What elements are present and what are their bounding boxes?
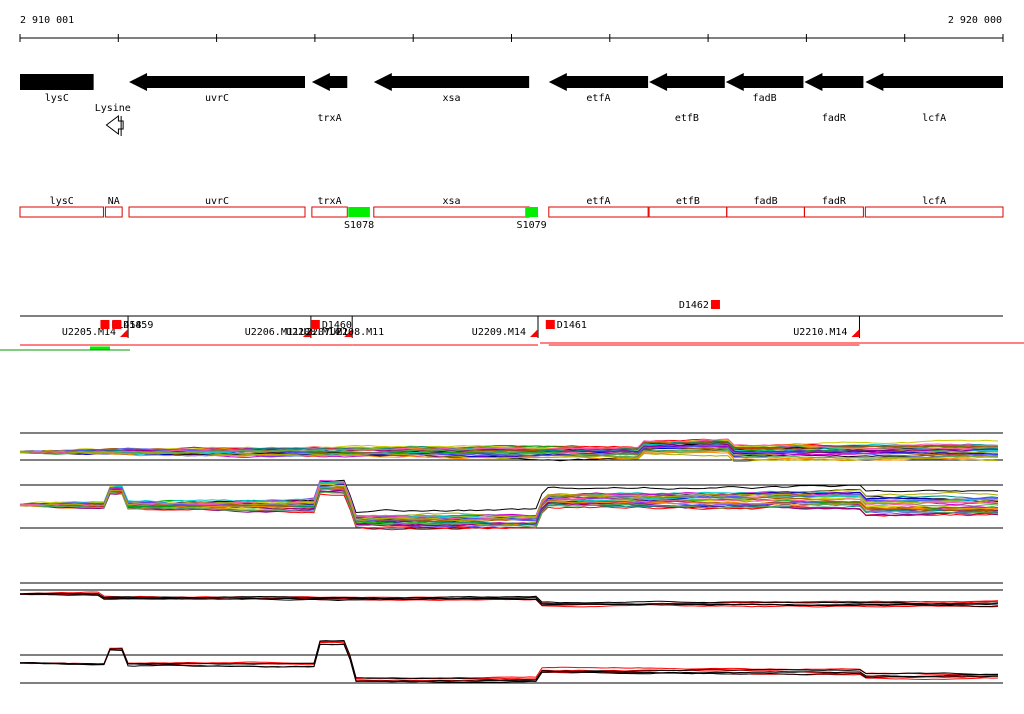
operon-fadR-box[interactable] xyxy=(803,206,864,218)
profile-trace-group-a xyxy=(19,445,999,457)
profile-trace-group-a xyxy=(19,450,999,463)
riboswitch-track: Lysine xyxy=(95,103,131,136)
tu-extra-label: U2207.M1 xyxy=(300,327,348,338)
expression-profile-track xyxy=(19,432,1003,684)
gene-track: lysC uvrC trxA xsa etfA etfB fadB fadR lcfA xyxy=(20,73,1003,124)
gene-lysC-label: lysC xyxy=(45,93,69,104)
profile-trace-group-c xyxy=(19,592,999,607)
tu-U2205.M14-label: U2205.M14 xyxy=(62,327,116,338)
operon-trxA-label: trxA xyxy=(318,196,342,207)
gene-fadB-label: fadB xyxy=(753,93,777,104)
profile-trace-group-d xyxy=(19,643,999,683)
profile-trace-group-a xyxy=(19,438,999,454)
site-S1078-box[interactable] xyxy=(348,207,370,217)
operon-etfB-label: etfB xyxy=(676,196,700,207)
operon-trxA-box[interactable] xyxy=(311,206,348,218)
gene-etfA-label: etfA xyxy=(586,93,610,104)
profile-trace-group-a xyxy=(19,445,999,456)
tu-U2210.M14-label: U2210.M14 xyxy=(793,327,847,338)
gene-xsa-arrow[interactable] xyxy=(373,73,530,91)
operon-lcfA-box[interactable] xyxy=(864,206,1004,218)
riboswitch-lysine-label: Lysine xyxy=(95,103,131,114)
tu-U2208.M14-terminator[interactable] xyxy=(344,329,353,337)
gene-fadR-arrow[interactable] xyxy=(804,73,864,91)
operon-fadR-label: fadR xyxy=(822,196,847,207)
operon-lcfA-label: lcfA xyxy=(922,196,946,207)
profile-trace-group-d xyxy=(19,641,999,682)
profile-trace-group-a xyxy=(19,448,999,459)
ruler-ticks xyxy=(19,34,1004,42)
site-S1079-box[interactable] xyxy=(525,207,538,217)
operon-etfA-box[interactable] xyxy=(548,206,649,218)
gene-uvrC-arrow[interactable] xyxy=(129,73,306,91)
ruler-start-label: 2 910 001 xyxy=(20,15,74,26)
gene-etfB-label: etfB xyxy=(675,113,699,124)
tu-U2209.M14-terminator[interactable] xyxy=(529,329,538,337)
profile-trace-group-c xyxy=(19,592,999,605)
promoter-D1458-label: D1458 xyxy=(111,320,141,331)
riboswitch-lysine-arrow[interactable] xyxy=(105,115,124,135)
operon-track: lysC NA uvrC trxA xsa etfA etfB fadB fadR lcfA S10… xyxy=(19,196,1004,231)
promoter-D1459-marker[interactable] xyxy=(112,320,122,329)
operon-xsa-box[interactable] xyxy=(373,206,530,218)
tu-U2209.M14-label: U2209.M14 xyxy=(472,327,526,338)
operon-uvrC-box[interactable] xyxy=(128,206,306,218)
gene-xsa-label: xsa xyxy=(442,93,460,104)
tu-U2205.M14-terminator[interactable] xyxy=(120,329,129,337)
gene-fadB-arrow[interactable] xyxy=(725,73,804,91)
operon-etfA-label: etfA xyxy=(586,196,610,207)
operon-etfB-box[interactable] xyxy=(648,206,728,218)
operon-fadB-box[interactable] xyxy=(726,206,805,218)
gene-fadR-label: fadR xyxy=(822,113,847,124)
profile-trace-group-b xyxy=(20,482,999,518)
site-S1079-label: S1079 xyxy=(517,220,547,231)
profile-trace-group-b xyxy=(19,486,999,523)
promoter-D1461-label: D1461 xyxy=(557,320,587,331)
ruler-end-label: 2 920 000 xyxy=(948,15,1002,26)
gene-uvrC-label: uvrC xyxy=(205,93,229,104)
promoter-D1458-marker[interactable] xyxy=(100,320,110,329)
profile-trace-group-b xyxy=(19,488,999,526)
position-ruler: 2 910 001 2 920 000 xyxy=(19,15,1004,42)
profile-trace-group-b xyxy=(19,491,999,528)
tu-extra-label: U2208.M11 xyxy=(330,327,384,338)
gene-etfB-arrow[interactable] xyxy=(649,73,725,91)
site-S1078-label: S1078 xyxy=(344,220,374,231)
operon-lysC-box[interactable] xyxy=(19,206,104,218)
promoter-D1461-marker[interactable] xyxy=(545,320,555,329)
profile-trace-group-b xyxy=(19,482,999,521)
tu-U2206.M11-terminator[interactable] xyxy=(302,329,311,337)
promoter-D1462-marker[interactable] xyxy=(710,300,720,309)
profile-trace-group-d xyxy=(19,639,998,681)
gene-trxA-arrow[interactable] xyxy=(311,73,348,91)
gene-lcfA-arrow[interactable] xyxy=(865,73,1003,91)
tu-U2208.M14-label: U2208.M14 xyxy=(286,327,340,338)
promoter-D1462-label: D1462 xyxy=(679,300,709,311)
promoter-D1460-label: D1460 xyxy=(322,320,352,331)
tu-U2206.M11-label: U2206.M11 xyxy=(245,327,299,338)
operon-NA-label: NA xyxy=(108,196,120,207)
gene-lcfA-label: lcfA xyxy=(922,113,946,124)
profile-trace-group-b xyxy=(19,485,999,522)
gene-trxA-label: trxA xyxy=(318,113,342,124)
operon-lysC-label: lysC xyxy=(50,196,74,207)
profile-trace-group-b xyxy=(19,488,999,525)
operon-xsa-label: xsa xyxy=(442,196,460,207)
operon-fadB-label: fadB xyxy=(754,196,778,207)
gene-lysC-arrow[interactable] xyxy=(20,74,94,90)
promoter-D1460-marker[interactable] xyxy=(310,320,320,329)
operon-uvrC-label: uvrC xyxy=(205,196,229,207)
tu-U2210.M14-terminator[interactable] xyxy=(851,329,860,337)
gene-etfA-arrow[interactable] xyxy=(548,73,649,91)
profile-trace-group-d xyxy=(19,640,999,679)
operon-NA-box[interactable] xyxy=(104,206,123,218)
promoter-D1459-label: D1459 xyxy=(123,320,153,331)
